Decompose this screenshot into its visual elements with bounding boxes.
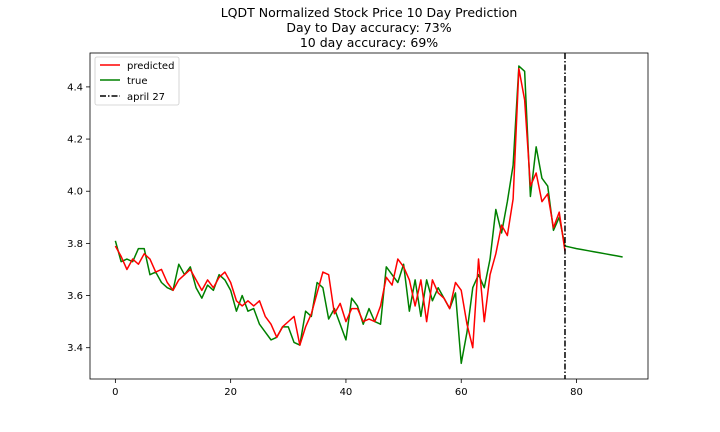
y-axis: 3.4 3.6 3.8 4.0 4.2 4.4 <box>67 82 90 354</box>
title-line-3: 10 day accuracy: 69% <box>300 35 438 50</box>
legend-label-april-27: april 27 <box>127 92 165 103</box>
title-line-2: Day to Day accuracy: 73% <box>286 20 451 35</box>
y-tick-label: 4.0 <box>67 187 83 198</box>
plot-lines <box>114 53 623 379</box>
y-tick-label: 3.8 <box>67 239 83 250</box>
legend-label-true: true <box>127 76 148 87</box>
x-tick-label: 80 <box>570 387 583 398</box>
plot-frame <box>89 52 649 380</box>
x-tick-label: 20 <box>224 387 237 398</box>
y-tick-label: 4.4 <box>67 82 83 93</box>
x-axis: 0 20 40 60 80 <box>112 379 583 398</box>
x-tick-label: 40 <box>340 387 353 398</box>
legend-box <box>94 56 180 106</box>
y-tick-label: 3.6 <box>67 291 83 302</box>
series-line-true <box>114 65 623 365</box>
chart-title: LQDT Normalized Stock Price 10 Day Predi… <box>221 5 518 50</box>
y-tick-label: 4.2 <box>67 135 83 146</box>
x-tick-label: 60 <box>455 387 468 398</box>
y-tick-label: 3.4 <box>67 343 83 354</box>
x-tick-label: 0 <box>112 387 118 398</box>
legend: predicted true april 27 <box>94 56 180 106</box>
title-line-1: LQDT Normalized Stock Price 10 Day Predi… <box>221 5 518 20</box>
series-line-predicted <box>114 67 566 349</box>
legend-label-predicted: predicted <box>127 61 174 72</box>
